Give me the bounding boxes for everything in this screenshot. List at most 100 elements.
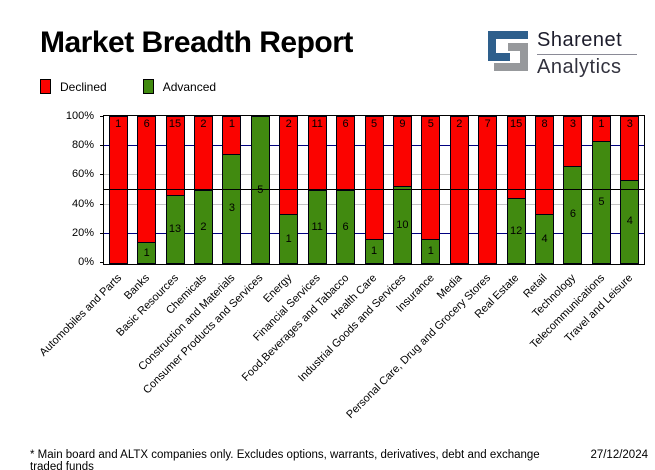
sharenet-logo-icon xyxy=(488,31,528,71)
declined-value-label: 3 xyxy=(569,118,577,130)
bar-slot: 2 xyxy=(445,116,473,264)
page-title: Market Breadth Report xyxy=(40,26,353,59)
advanced-segment xyxy=(280,214,298,263)
bar-slot: 1 xyxy=(104,116,132,264)
stacked-bar: 11 11 xyxy=(307,116,327,264)
declined-swatch xyxy=(40,79,51,94)
plot-area: 1 6 1 15 13 2 2 1 3 5 2 1 11 11 6 6 5 1 9 10 5 1 2 7 15 12 8 4 3 6 1 5 3… xyxy=(103,115,645,265)
advanced-value-label: 1 xyxy=(143,246,150,259)
legend-item-advanced: Advanced xyxy=(142,79,217,94)
logo-wordmark-line2: Analytics xyxy=(537,56,622,78)
declined-value-label: 6 xyxy=(143,118,150,130)
advanced-value-label: 5 xyxy=(598,196,605,209)
declined-value-label: 15 xyxy=(509,118,523,130)
advanced-value-label: 1 xyxy=(370,244,378,257)
declined-value-label: 7 xyxy=(484,118,491,130)
y-tick-mark xyxy=(100,116,105,117)
legend-label-declined: Declined xyxy=(60,79,107,94)
x-axis-labels: Automobiles and Parts Banks Basic Resource… xyxy=(37,268,645,438)
declined-value-label: 2 xyxy=(285,118,292,130)
advanced-value-label: 11 xyxy=(311,220,323,233)
advanced-value-label: 10 xyxy=(396,218,409,231)
y-tick-label: 60% xyxy=(71,168,94,181)
advanced-value-label: 13 xyxy=(168,223,182,236)
advanced-segment xyxy=(365,238,383,263)
y-tick-label: 100% xyxy=(65,110,94,122)
bar-slot: 7 xyxy=(473,116,501,264)
y-tick-mark xyxy=(100,203,105,205)
declined-value-label: 2 xyxy=(456,118,463,130)
advanced-value-label: 6 xyxy=(342,220,349,233)
stacked-bar: 9 10 xyxy=(392,116,412,264)
declined-value-label: 9 xyxy=(399,118,406,130)
y-tick-label: 20% xyxy=(71,226,94,239)
declined-value-label: 15 xyxy=(168,118,182,130)
logo-wordmark-line1: Sharenet xyxy=(537,29,637,55)
declined-value-label: 11 xyxy=(311,118,323,130)
declined-value-label: 1 xyxy=(115,118,122,130)
footnote: * Main board and ALTX companies only. Ex… xyxy=(30,449,540,470)
advanced-segment xyxy=(564,165,582,263)
declined-value-label: 1 xyxy=(228,118,235,130)
stacked-bar: 7 xyxy=(478,116,498,264)
bar-slot: 11 11 xyxy=(303,116,331,264)
stacked-bar: 5 xyxy=(250,116,270,264)
advanced-value-label: 3 xyxy=(228,202,235,215)
advanced-segment xyxy=(536,214,554,263)
stacked-bar: 15 13 xyxy=(165,116,185,264)
declined-value-label: 8 xyxy=(541,118,548,130)
bar-slot: 15 13 xyxy=(161,116,189,264)
advanced-segment xyxy=(337,190,355,263)
advanced-value-label: 6 xyxy=(569,208,577,221)
legend: Declined Advanced xyxy=(40,79,252,94)
declined-value-label: 3 xyxy=(626,118,633,130)
advanced-segment xyxy=(138,242,156,263)
report-date: 27/12/2024 xyxy=(590,449,648,461)
advanced-segment xyxy=(507,198,525,263)
advanced-segment xyxy=(166,195,184,263)
y-tick-mark xyxy=(100,145,105,147)
legend-item-declined: Declined xyxy=(40,79,107,94)
category-label: Automobiles and Parts xyxy=(36,272,124,359)
y-tick-mark xyxy=(100,174,105,176)
advanced-value-label: 1 xyxy=(285,232,292,245)
sharenet-logo: Sharenet Analytics xyxy=(486,29,637,79)
legend-label-advanced: Advanced xyxy=(162,79,217,94)
advanced-segment xyxy=(621,179,639,263)
declined-value-label: 6 xyxy=(342,118,349,130)
footer: * Main board and ALTX companies only. Ex… xyxy=(30,449,648,470)
advanced-value-label: 4 xyxy=(541,232,548,245)
advanced-segment xyxy=(194,190,212,263)
stacked-bar: 15 12 xyxy=(506,116,526,264)
advanced-swatch xyxy=(142,79,154,94)
bar-slot: 9 10 xyxy=(388,116,416,264)
bar-slot: 5 xyxy=(246,116,274,264)
declined-value-label: 5 xyxy=(427,118,434,130)
advanced-value-label: 2 xyxy=(200,220,207,233)
bar-slot: 15 12 xyxy=(502,116,530,264)
y-tick-label: 0% xyxy=(78,256,94,268)
y-axis: 100% 80% 60% 40% 20% 0% xyxy=(40,110,105,268)
declined-value-label: 1 xyxy=(598,118,605,130)
advanced-value-label: 12 xyxy=(509,224,523,237)
y-tick-label: 40% xyxy=(71,197,94,210)
advanced-value-label: 1 xyxy=(427,244,434,257)
